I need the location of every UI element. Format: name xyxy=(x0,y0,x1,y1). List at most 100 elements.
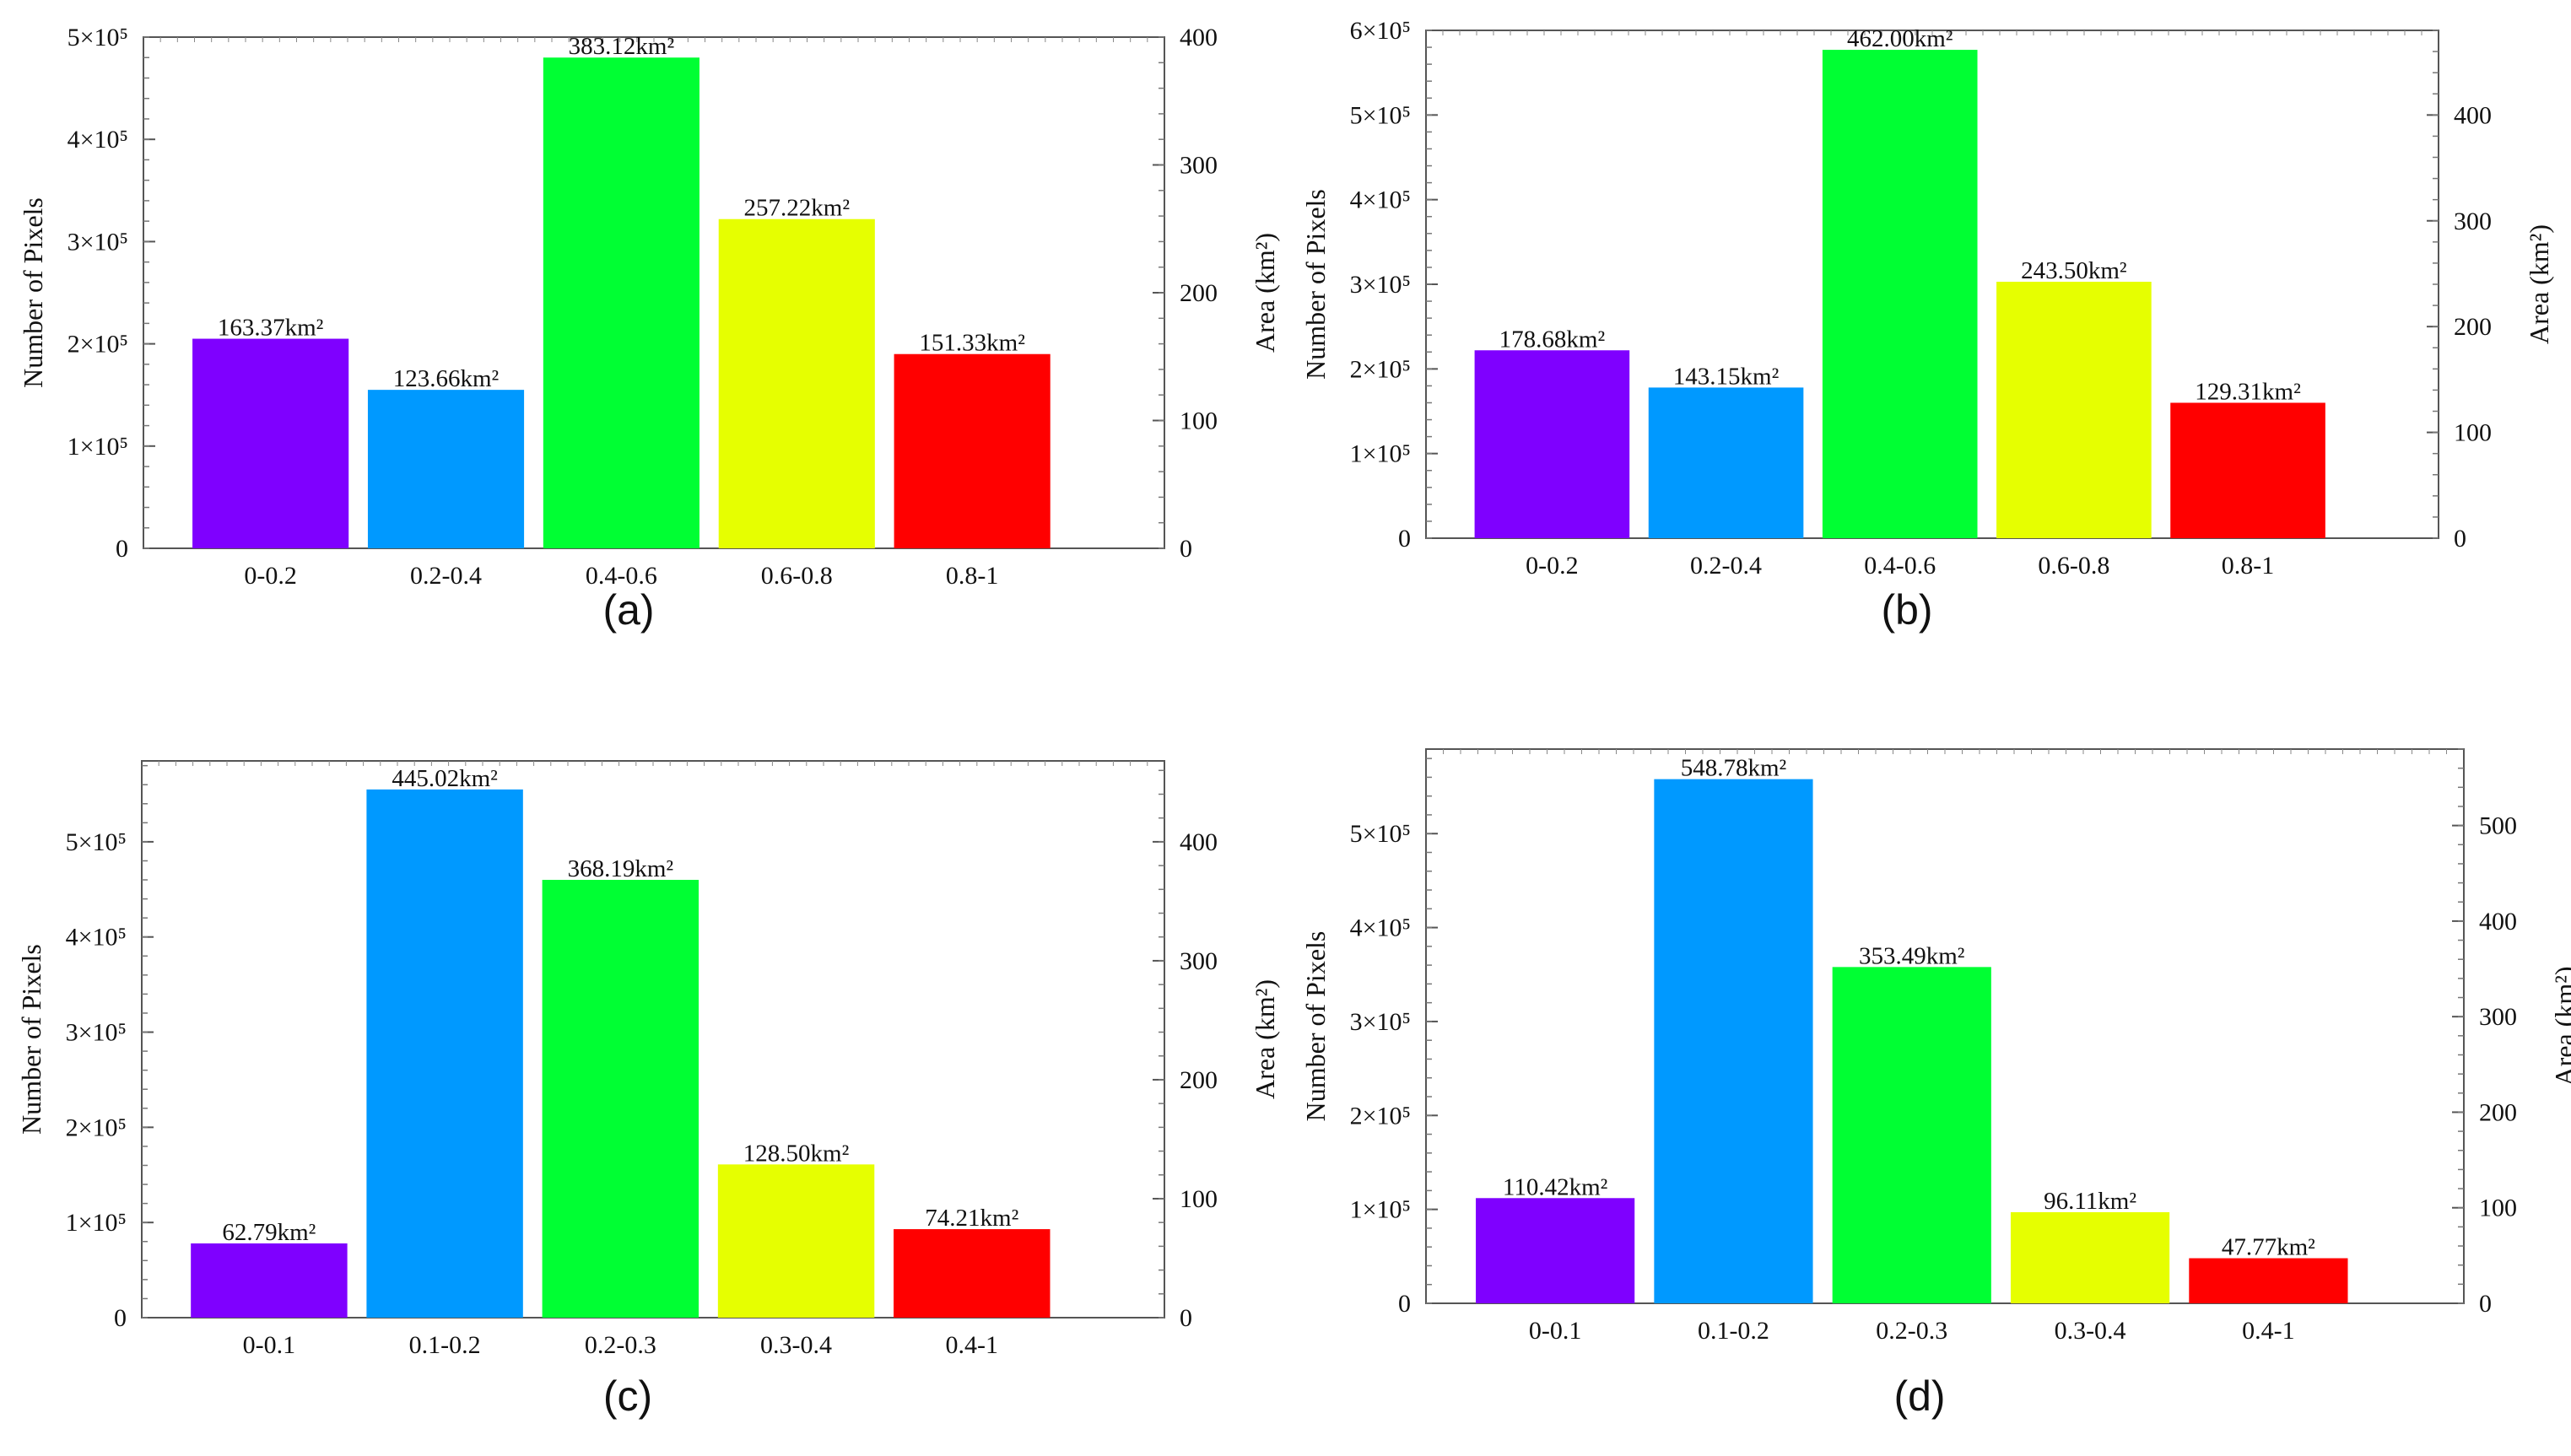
y-tick-label: 5×10⁵ xyxy=(1350,101,1411,129)
bar-area-label: 548.78km² xyxy=(1681,755,1787,782)
y2-axis-label: Area (km²) xyxy=(2524,224,2554,344)
y-axis-label: Number of Pixels xyxy=(18,197,48,388)
y2-tick-label: 0 xyxy=(1180,1304,1192,1332)
chart-panel-2: 0 1×10⁵ 2×10⁵ 3×10⁵ 4×10⁵ 5×10⁵ 6×10⁵ 0 100 200 30… xyxy=(1300,17,2554,634)
x-tick-label: 0.2-0.3 xyxy=(585,1331,656,1359)
bar-area-label: 151.33km² xyxy=(919,330,1025,357)
bar-area-label: 445.02km² xyxy=(392,765,498,792)
y2-tick-label: 400 xyxy=(1180,24,1218,51)
y2-tick-label: 300 xyxy=(2479,1003,2517,1031)
y-tick-label: 5×10⁵ xyxy=(66,828,127,856)
panel-caption: (d) xyxy=(1893,1372,1945,1420)
y-tick-label: 3×10⁵ xyxy=(68,228,128,256)
bar xyxy=(1832,967,1991,1303)
y-axis-label: Number of Pixels xyxy=(16,944,46,1135)
y2-tick-label: 0 xyxy=(2479,1290,2492,1318)
chart-panel-1: 0 1×10⁵ 2×10⁵ 3×10⁵ 4×10⁵ 5×10⁵ 0 100 200 300 400 N… xyxy=(18,24,1280,634)
y2-tick-label: 0 xyxy=(1180,535,1192,563)
bar-area-label: 129.31km² xyxy=(2195,378,2301,405)
bar xyxy=(1822,50,1978,539)
y2-axis-label: Area (km²) xyxy=(2549,967,2571,1087)
y2-tick-label: 200 xyxy=(1180,279,1218,307)
bar xyxy=(894,1229,1051,1318)
bar xyxy=(1476,1198,1635,1303)
y2-axis-label: Area (km²) xyxy=(1250,979,1280,1099)
bar xyxy=(2189,1258,2348,1303)
x-tick-label: 0-0.2 xyxy=(244,562,297,590)
y-tick-label: 2×10⁵ xyxy=(1350,355,1411,383)
bar-area-label: 143.15km² xyxy=(1673,363,1780,390)
bar-area-label: 243.50km² xyxy=(2021,257,2127,284)
bar xyxy=(366,789,523,1318)
bar-area-label: 47.77km² xyxy=(2222,1234,2315,1261)
x-tick-label: 0.1-0.2 xyxy=(1698,1317,1769,1345)
y-tick-label: 1×10⁵ xyxy=(68,433,128,461)
y2-tick-label: 0 xyxy=(2454,525,2466,553)
y-axis-label: Number of Pixels xyxy=(1300,189,1331,380)
bar xyxy=(894,353,1051,548)
y-tick-label: 0 xyxy=(1398,525,1411,553)
y-tick-label: 5×10⁵ xyxy=(68,24,128,51)
bar xyxy=(191,1243,348,1318)
bar-area-label: 178.68km² xyxy=(1499,326,1606,353)
y2-axis-label: Area (km²) xyxy=(1250,233,1280,353)
y-tick-label: 4×10⁵ xyxy=(1350,186,1411,214)
x-tick-label: 0.2-0.3 xyxy=(1876,1317,1947,1345)
bar-area-label: 74.21km² xyxy=(925,1205,1018,1232)
bar-area-label: 163.37km² xyxy=(218,315,324,342)
bar-area-label: 96.11km² xyxy=(2044,1188,2136,1215)
bar-area-label: 462.00km² xyxy=(1847,25,1953,52)
bar xyxy=(192,338,349,548)
y2-tick-label: 200 xyxy=(2454,313,2492,341)
y-tick-label: 1×10⁵ xyxy=(1350,440,1411,468)
chart-panel-4: 0 1×10⁵ 2×10⁵ 3×10⁵ 4×10⁵ 5×10⁵ 0 100 200 300 400 5… xyxy=(1300,748,2571,1420)
y-tick-label: 0 xyxy=(116,535,128,563)
bar-area-label: 368.19km² xyxy=(568,855,674,882)
bar-area-label: 62.79km² xyxy=(222,1219,316,1246)
x-tick-label: 0-0.1 xyxy=(243,1331,296,1359)
y2-tick-label: 300 xyxy=(2454,208,2492,235)
y2-tick-label: 300 xyxy=(1180,152,1218,180)
bar xyxy=(2170,402,2325,538)
bar xyxy=(1654,779,1813,1303)
y-tick-label: 4×10⁵ xyxy=(1350,914,1411,942)
bar xyxy=(1648,387,1804,538)
y2-tick-label: 400 xyxy=(1180,828,1218,856)
y-tick-label: 4×10⁵ xyxy=(68,126,128,154)
y-tick-label: 3×10⁵ xyxy=(1350,1008,1411,1036)
x-tick-label: 0.6-0.8 xyxy=(761,562,833,590)
x-tick-label: 0.3-0.4 xyxy=(2055,1317,2126,1345)
x-tick-label: 0.4-1 xyxy=(946,1331,999,1359)
y-tick-label: 4×10⁵ xyxy=(66,924,127,952)
x-tick-label: 0.8-1 xyxy=(2222,552,2275,580)
y-tick-label: 0 xyxy=(1398,1290,1411,1318)
y-tick-label: 1×10⁵ xyxy=(1350,1196,1411,1224)
y2-tick-label: 200 xyxy=(2479,1098,2517,1126)
bar xyxy=(718,218,875,548)
x-tick-label: 0-0.1 xyxy=(1529,1317,1582,1345)
y-tick-label: 3×10⁵ xyxy=(66,1019,127,1047)
bar-area-label: 257.22km² xyxy=(744,195,851,222)
x-tick-label: 0.3-0.4 xyxy=(760,1331,832,1359)
panel-caption: (b) xyxy=(1881,586,1932,634)
bar xyxy=(1996,281,2152,538)
bar-area-label: 383.12km² xyxy=(569,33,675,60)
y2-tick-label: 500 xyxy=(2479,812,2517,840)
y-tick-label: 5×10⁵ xyxy=(1350,820,1411,848)
y-tick-label: 2×10⁵ xyxy=(1350,1102,1411,1130)
y-tick-label: 2×10⁵ xyxy=(68,331,128,359)
x-tick-label: 0.6-0.8 xyxy=(2038,552,2109,580)
y2-tick-label: 100 xyxy=(2454,419,2492,447)
bar xyxy=(1474,350,1630,538)
y-tick-label: 0 xyxy=(114,1304,127,1332)
y2-tick-label: 200 xyxy=(1180,1066,1218,1094)
bar-area-label: 123.66km² xyxy=(393,365,500,392)
y2-tick-label: 300 xyxy=(1180,947,1218,975)
bar xyxy=(2010,1211,2170,1303)
y-axis-label: Number of Pixels xyxy=(1300,931,1331,1122)
x-tick-label: 0.4-1 xyxy=(2242,1317,2295,1345)
x-tick-label: 0-0.2 xyxy=(1526,552,1579,580)
bar-area-label: 353.49km² xyxy=(1859,942,1965,969)
bar xyxy=(542,880,699,1318)
